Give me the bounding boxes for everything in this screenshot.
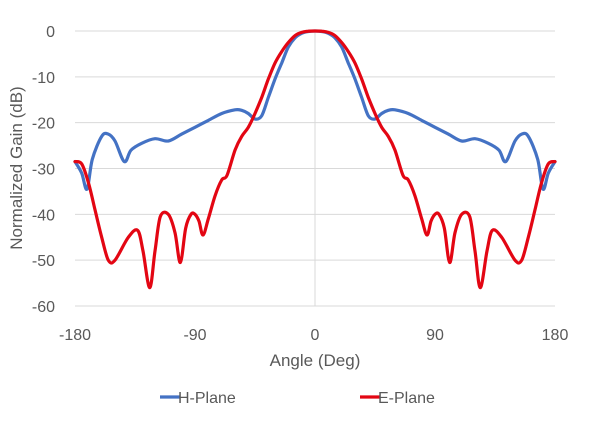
e-plane-legend-label: E-Plane — [378, 390, 435, 407]
x-axis-tick-labels: -180 -90 0 90 180 — [59, 327, 568, 344]
y-tick-label: 0 — [46, 24, 55, 41]
y-tick-label: -20 — [32, 116, 55, 133]
x-axis-title: Angle (Deg) — [270, 351, 361, 370]
x-tick-label: 0 — [311, 327, 320, 344]
x-tick-label: -180 — [59, 327, 91, 344]
h-plane-legend-label: H-Plane — [178, 390, 236, 407]
y-axis-tick-labels: 0 -10 -20 -30 -40 -50 -60 — [32, 24, 55, 316]
y-tick-label: -50 — [32, 253, 55, 270]
y-tick-label: -40 — [32, 207, 55, 224]
x-tick-label: 90 — [426, 327, 444, 344]
y-axis-title: Normalized Gain (dB) — [7, 86, 26, 249]
gridlines — [75, 30, 555, 307]
legend: H-Plane E-Plane — [160, 390, 435, 407]
y-tick-label: -10 — [32, 70, 55, 87]
y-tick-label: -60 — [32, 299, 55, 316]
y-tick-label: -30 — [32, 162, 55, 179]
x-tick-label: 180 — [542, 327, 569, 344]
x-tick-label: -90 — [183, 327, 206, 344]
series-lines — [73, 29, 557, 290]
e-plane-line — [73, 29, 557, 290]
